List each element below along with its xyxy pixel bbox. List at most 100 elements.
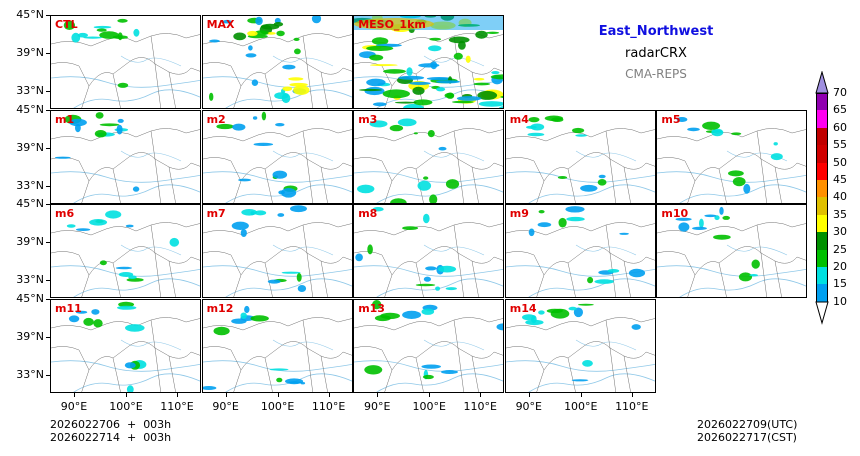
lat-tick-label: 45°N	[16, 102, 44, 116]
colorbar-bin	[816, 145, 828, 163]
lat-tick	[46, 53, 50, 54]
colorbar-bin	[816, 127, 828, 146]
lat-tick-label: 39°N	[16, 329, 44, 343]
map-panel-m5: m5	[656, 109, 808, 204]
map-panel-m7: m7	[201, 204, 353, 298]
lon-tick-label: 90°E	[515, 400, 543, 413]
colorbar-label: 55	[833, 138, 847, 152]
valid-time-utc: 2026022709(UTC)	[697, 418, 798, 431]
valid-time-cst: 2026022717(CST)	[697, 431, 797, 444]
panel-label: m5	[661, 112, 681, 126]
colorbar-bin	[816, 110, 828, 128]
lon-tick-label: 100°E	[564, 400, 598, 413]
panel-label: m2	[206, 112, 226, 126]
panel-label: m7	[206, 207, 226, 220]
lat-tick	[46, 185, 50, 187]
panel-label: CTL	[55, 18, 78, 31]
colorbar-label: 50	[833, 155, 847, 169]
colorbar-label: 20	[833, 260, 847, 273]
variable-label: radarCRX	[625, 46, 687, 61]
lon-tick	[480, 393, 482, 397]
colorbar-bin	[816, 214, 828, 233]
lat-tick	[46, 336, 50, 338]
panel-label: m13	[358, 301, 385, 315]
model-label: CMA-REPS	[625, 67, 687, 81]
colorbar-bin	[816, 197, 828, 215]
lat-tick-label: 45°N	[16, 197, 44, 210]
lon-tick	[631, 393, 633, 397]
lon-tick	[74, 393, 75, 397]
lon-tick-label: 90°E	[363, 400, 391, 413]
panel-label: m8	[358, 207, 378, 220]
lon-tick	[225, 393, 227, 397]
lat-tick	[46, 298, 50, 300]
lon-tick	[377, 393, 379, 397]
colorbar-label: 45	[833, 173, 847, 186]
map-panel-m12: m12	[201, 298, 353, 393]
colorbar-bin	[816, 249, 828, 267]
colorbar-label: 60	[833, 120, 847, 134]
map-panel-m1: m1	[50, 109, 201, 204]
panel-label: m11	[55, 301, 82, 315]
region-title: East_Northwest	[598, 24, 714, 39]
map-panel-m10: m10	[656, 204, 808, 298]
lon-tick-label: 90°E	[212, 400, 239, 413]
panel-label: m10	[661, 207, 689, 220]
lat-tick-label: 45°N	[16, 291, 44, 305]
lat-tick	[46, 242, 50, 243]
map-panel-m4: m4	[504, 109, 656, 204]
lat-tick-label: 45°N	[16, 8, 44, 21]
lat-tick	[46, 109, 50, 111]
colorbar-label: 10	[833, 294, 847, 308]
map-panel-m13: m13	[353, 298, 505, 393]
lat-tick-label: 39°N	[16, 46, 44, 59]
map-panel-m14: m14	[504, 298, 656, 393]
lon-tick	[429, 393, 431, 397]
colorbar-label: 35	[833, 207, 847, 221]
map-panel-ctl: CTL	[50, 15, 201, 109]
lon-tick-label: 110°E	[463, 400, 497, 413]
colorbar-bin	[816, 93, 828, 111]
lon-tick	[126, 393, 127, 397]
panel-label: m3	[358, 112, 378, 126]
colorbar-label: 30	[833, 225, 847, 239]
lat-tick	[46, 147, 50, 149]
lat-tick	[46, 15, 50, 16]
colorbar-extend-bottom	[815, 301, 829, 325]
lat-tick	[46, 374, 50, 376]
init-time-line-2: 2026022714 + 003h	[50, 431, 172, 444]
map-panel-m8: m8	[353, 204, 505, 298]
lon-tick-label: 90°E	[60, 400, 88, 413]
colorbar-bin	[816, 267, 828, 285]
colorbar-extend-top	[815, 71, 829, 94]
lon-tick	[580, 393, 582, 397]
init-time-line-1: 2026022706 + 003h	[50, 418, 172, 431]
panel-label: MAX	[206, 18, 235, 31]
lon-tick-label: 100°E	[412, 400, 446, 413]
lat-tick	[46, 91, 50, 92]
lon-tick-label: 110°E	[311, 400, 346, 413]
colorbar-label: 25	[833, 242, 847, 256]
panel-label: m1	[55, 112, 75, 126]
colorbar-label: 70	[833, 86, 847, 99]
colorbar-label: 65	[833, 103, 847, 117]
lon-tick	[277, 393, 279, 397]
lon-tick	[177, 393, 178, 397]
colorbar-label: 40	[833, 190, 847, 204]
panel-label: m9	[509, 207, 529, 220]
lat-tick-label: 39°N	[16, 140, 44, 154]
lat-tick	[46, 280, 50, 281]
panel-label: m12	[206, 301, 234, 315]
lon-tick-label: 100°E	[109, 400, 143, 413]
lat-tick	[46, 204, 50, 205]
colorbar-bin	[816, 162, 828, 180]
lat-tick-label: 33°N	[16, 367, 44, 381]
lon-tick	[528, 393, 530, 397]
map-panel-m3: m3	[353, 109, 505, 204]
lat-tick-label: 33°N	[16, 84, 44, 97]
lon-tick-label: 110°E	[160, 400, 194, 413]
map-panel-meso-1km: MESO_1km	[353, 15, 505, 109]
panel-label: MESO_1km	[358, 18, 426, 31]
map-panel-m6: m6	[50, 204, 201, 298]
map-panel-m9: m9	[504, 204, 656, 298]
